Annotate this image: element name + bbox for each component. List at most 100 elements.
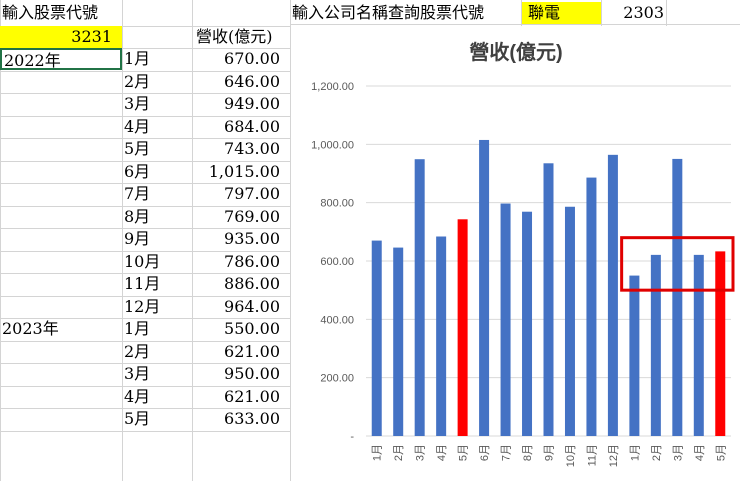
revenue-value-cell[interactable]: 786.00 — [224, 251, 280, 271]
chart-title: 營收(億元) — [469, 40, 562, 64]
x-tick-label: 11月 — [586, 444, 598, 466]
year-cell[interactable]: 2022年 — [0, 48, 122, 70]
revenue-bar-chart[interactable]: 營收(億元) - 200.00 400.00 600.00 800.00 1,000.00… — [291, 26, 740, 481]
revenue-value-cell[interactable]: 950.00 — [224, 364, 280, 383]
x-tick-label: 12月 — [608, 444, 620, 467]
bar[interactable] — [393, 247, 404, 436]
bar[interactable] — [629, 275, 640, 436]
bar[interactable] — [500, 203, 511, 436]
bar[interactable] — [693, 254, 704, 436]
bar[interactable] — [414, 159, 425, 437]
year-cell[interactable]: 2023年 — [2, 319, 59, 338]
bar[interactable] — [543, 163, 554, 436]
month-cell[interactable]: 1月 — [124, 319, 151, 338]
month-cell[interactable]: 11月 — [124, 274, 161, 293]
company-code-output[interactable]: 2303 — [623, 3, 664, 22]
y-tick-label: 1,200.00 — [311, 81, 354, 93]
x-tick-label: 7月 — [501, 444, 513, 461]
month-cell[interactable]: 3月 — [124, 94, 151, 113]
revenue-value-cell[interactable]: 949.00 — [224, 94, 280, 113]
company-name-input[interactable]: 聯電 — [522, 2, 601, 24]
highlight-box-annotation — [620, 236, 735, 292]
x-tick-label: 2月 — [393, 444, 405, 461]
month-cell[interactable]: 5月 — [124, 409, 151, 428]
cell-a1-label[interactable]: 輸入股票代號 — [2, 3, 99, 22]
bar[interactable] — [564, 206, 575, 436]
x-tick-label: 1月 — [372, 444, 384, 461]
y-tick-label: 1,000.00 — [311, 139, 354, 151]
month-cell[interactable]: 1月 — [124, 49, 151, 68]
x-tick-label: 1月 — [629, 444, 641, 461]
query-label[interactable]: 輸入公司名稱查詢股票代號 — [292, 3, 485, 22]
year-cell[interactable] — [2, 93, 120, 115]
year-cell[interactable] — [2, 408, 120, 430]
revenue-value-cell[interactable]: 886.00 — [224, 274, 280, 293]
revenue-column-header[interactable]: 營收(億元) — [196, 27, 273, 46]
bar[interactable] — [715, 251, 726, 436]
x-tick-label: 6月 — [479, 444, 491, 461]
bar[interactable] — [607, 154, 618, 437]
x-tick-label: 4月 — [694, 444, 706, 461]
year-cell[interactable] — [2, 296, 120, 318]
bar[interactable] — [479, 139, 490, 436]
y-tick-label: 600.00 — [320, 256, 354, 268]
bar[interactable] — [672, 158, 683, 436]
month-cell[interactable]: 4月 — [124, 386, 151, 406]
month-cell[interactable]: 8月 — [124, 206, 151, 226]
bar[interactable] — [586, 177, 597, 437]
bar[interactable] — [436, 236, 447, 437]
month-cell[interactable]: 5月 — [124, 139, 151, 158]
bar[interactable] — [371, 240, 382, 436]
x-tick-label: 9月 — [544, 444, 556, 461]
year-cell[interactable] — [2, 116, 120, 138]
revenue-value-cell[interactable]: 621.00 — [224, 341, 280, 361]
y-tick-label: 400.00 — [320, 314, 354, 326]
month-cell[interactable]: 6月 — [124, 161, 151, 181]
revenue-value-cell[interactable]: 797.00 — [224, 184, 280, 203]
month-cell[interactable]: 10月 — [124, 251, 161, 271]
x-tick-label: 3月 — [672, 444, 684, 461]
x-tick-label: 5月 — [715, 444, 727, 461]
revenue-value-cell[interactable]: 550.00 — [224, 319, 280, 338]
bar[interactable] — [522, 211, 533, 436]
year-cell[interactable] — [2, 341, 120, 363]
year-cell[interactable] — [2, 228, 120, 250]
month-cell[interactable]: 3月 — [124, 364, 151, 383]
month-cell[interactable]: 4月 — [124, 116, 151, 136]
month-cell[interactable]: 9月 — [124, 229, 151, 248]
revenue-value-cell[interactable]: 646.00 — [224, 71, 280, 91]
x-tick-label: 2月 — [651, 444, 663, 461]
month-cell[interactable]: 7月 — [124, 184, 151, 203]
year-cell[interactable] — [2, 161, 120, 183]
year-cell[interactable] — [2, 206, 120, 228]
revenue-value-cell[interactable]: 633.00 — [224, 409, 280, 428]
revenue-value-cell[interactable]: 670.00 — [224, 49, 280, 68]
month-cell[interactable]: 12月 — [124, 296, 161, 316]
revenue-value-cell[interactable]: 964.00 — [224, 296, 280, 316]
year-cell[interactable] — [2, 138, 120, 160]
month-cell[interactable]: 2月 — [124, 341, 151, 361]
year-cell[interactable] — [2, 363, 120, 385]
x-tick-label: 10月 — [565, 444, 577, 467]
y-tick-label: 200.00 — [320, 373, 354, 385]
bar[interactable] — [457, 219, 468, 436]
revenue-value-cell[interactable]: 743.00 — [224, 139, 280, 158]
x-tick-label: 8月 — [522, 444, 534, 461]
year-cell[interactable] — [2, 386, 120, 408]
revenue-value-cell[interactable]: 621.00 — [224, 386, 280, 406]
y-tick-label: 800.00 — [320, 198, 354, 210]
month-cell[interactable]: 2月 — [124, 71, 151, 91]
stock-code-input[interactable]: 3231 — [0, 26, 122, 48]
year-cell[interactable] — [2, 273, 120, 295]
revenue-value-cell[interactable]: 935.00 — [224, 229, 280, 248]
x-tick-label: 3月 — [415, 444, 427, 461]
revenue-value-cell[interactable]: 1,015.00 — [208, 161, 280, 181]
bar[interactable] — [650, 254, 661, 436]
revenue-value-cell[interactable]: 684.00 — [224, 116, 280, 136]
x-tick-label: 5月 — [458, 444, 470, 461]
year-cell[interactable] — [2, 71, 120, 93]
revenue-value-cell[interactable]: 769.00 — [224, 206, 280, 226]
y-tick-label: - — [350, 431, 354, 443]
year-cell[interactable] — [2, 183, 120, 205]
year-cell[interactable] — [2, 251, 120, 273]
